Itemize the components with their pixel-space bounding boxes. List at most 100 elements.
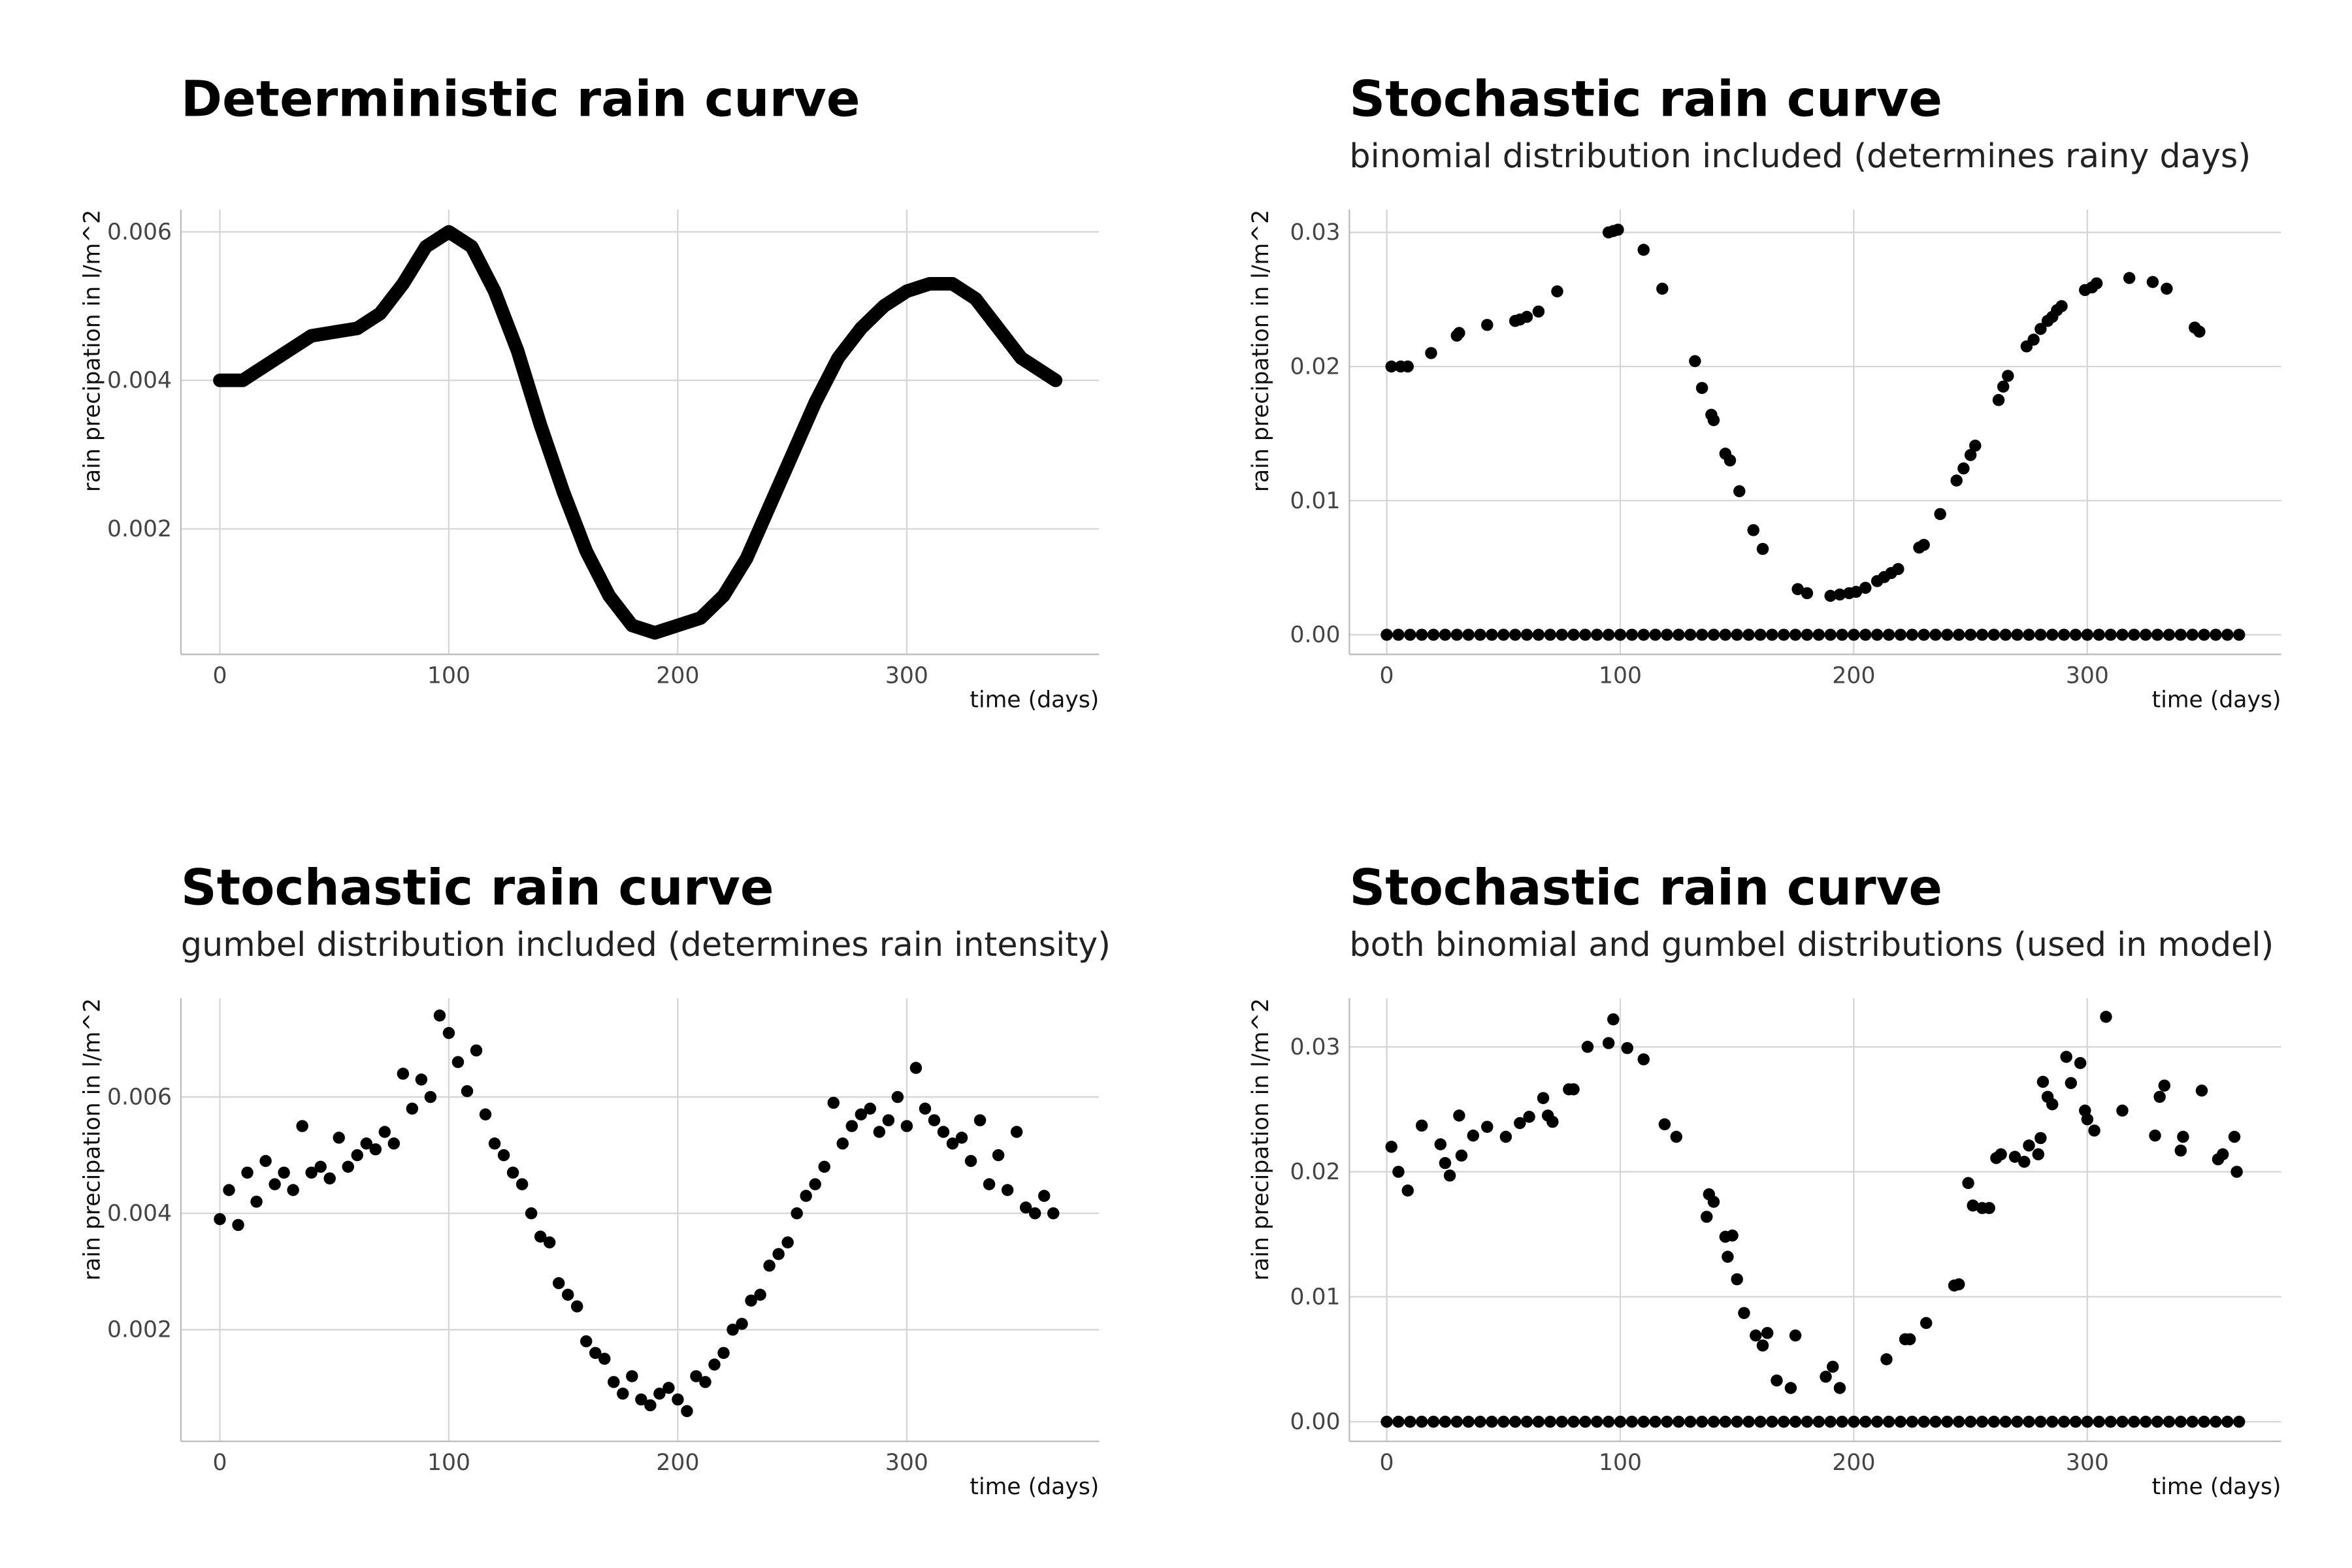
data-point [515, 1178, 529, 1190]
data-point [1707, 414, 1720, 427]
data-point [1010, 1126, 1023, 1138]
data-point [1385, 1141, 1397, 1153]
data-point [699, 1376, 711, 1388]
data-point [442, 1026, 455, 1039]
x-tick-label: 0 [212, 662, 227, 689]
data-point [415, 1073, 428, 1086]
x-tick-label: 100 [427, 1450, 470, 1476]
data-point [1520, 629, 1533, 641]
data-point [2128, 1415, 2140, 1428]
data-point [909, 1062, 923, 1074]
data-point [451, 1056, 465, 1068]
data-point [2163, 629, 2176, 641]
data-point [1766, 629, 1778, 641]
data-point [1859, 629, 1872, 641]
data-point [1532, 1415, 1545, 1428]
data-point [2230, 1166, 2243, 1178]
data-point [1481, 319, 1494, 331]
data-point [2174, 1415, 2187, 1428]
data-point [717, 1347, 730, 1360]
data-point [1637, 629, 1650, 641]
x-tick-label: 300 [2066, 662, 2109, 689]
data-point [2057, 629, 2070, 641]
data-point [1450, 629, 1463, 641]
data-point [2128, 629, 2140, 641]
data-point [2046, 1098, 2059, 1111]
data-point [1670, 1130, 1683, 1143]
data-point [488, 1137, 501, 1150]
data-point [1742, 629, 1755, 641]
data-point [1415, 629, 1428, 641]
data-point [1920, 1316, 1933, 1330]
data-point [1766, 1415, 1778, 1428]
data-point [351, 1149, 364, 1162]
data-point [2046, 1415, 2059, 1428]
data-point [1941, 1415, 1953, 1428]
data-point [2151, 1415, 2164, 1428]
data-point [1509, 1415, 1522, 1428]
data-point [1827, 1360, 1839, 1373]
x-tick-label: 200 [656, 662, 699, 689]
data-point [1404, 1415, 1416, 1428]
data-point [1567, 1415, 1580, 1428]
data-point [2104, 629, 2117, 641]
data-point [1953, 1278, 1965, 1290]
x-axis-label: time (days) [2152, 687, 2281, 713]
data-point [672, 1393, 684, 1406]
data-point [589, 1347, 602, 1360]
data-point [1602, 1037, 1615, 1049]
data-point [1789, 1415, 1802, 1428]
data-point [1777, 1415, 1790, 1428]
data-point [1882, 629, 1895, 641]
data-point [1906, 629, 1919, 641]
y-tick-label: 0.03 [1290, 220, 1340, 246]
data-point [818, 1160, 830, 1173]
data-point [506, 1166, 519, 1179]
data-point [1637, 244, 1650, 256]
chart-title: Stochastic rain curve [1349, 858, 1942, 917]
data-point [1486, 629, 1498, 641]
data-point [571, 1300, 583, 1313]
data-point [1997, 380, 2010, 393]
y-axis-label: rain precipation in l/m^2 [1248, 998, 1274, 1281]
data-point [1380, 629, 1393, 641]
x-tick-label: 100 [1599, 1450, 1642, 1476]
data-point [864, 1102, 877, 1115]
data-point [1859, 581, 1872, 594]
data-point [2011, 1415, 2023, 1428]
data-point [1812, 1415, 1825, 1428]
data-point [1995, 1148, 2007, 1161]
data-point [1673, 1415, 1685, 1428]
data-point [1467, 1129, 1480, 1142]
data-point [626, 1370, 638, 1382]
data-point [1962, 1177, 1974, 1190]
data-point [1532, 629, 1545, 641]
chart-subtitle: both binomial and gumbel distributions (… [1349, 925, 2274, 964]
data-point [1695, 629, 1708, 641]
x-tick-label: 300 [2066, 1450, 2109, 1476]
data-point [1742, 1415, 1755, 1428]
data-point [809, 1178, 821, 1190]
data-point [1453, 1109, 1465, 1122]
data-point [1425, 347, 1437, 359]
data-point [2011, 629, 2023, 641]
data-point [2088, 1124, 2100, 1137]
y-tick-label: 0.004 [107, 1201, 172, 1227]
data-point [305, 1166, 318, 1179]
data-point [2193, 325, 2206, 338]
data-point [214, 1213, 226, 1226]
data-point [1684, 1415, 1697, 1428]
data-point [791, 1207, 803, 1220]
data-point [2018, 1156, 2031, 1168]
chart-subtitle: gumbel distribution included (determines… [181, 925, 1111, 964]
data-point [644, 1399, 657, 1412]
data-point [1656, 282, 1669, 295]
data-point [1462, 629, 1475, 641]
data-point [2139, 1415, 2152, 1428]
data-point [250, 1196, 263, 1208]
data-point [1967, 1199, 1979, 1212]
data-point [1673, 629, 1685, 641]
data-point [1544, 1415, 1557, 1428]
data-point [1591, 629, 1603, 641]
